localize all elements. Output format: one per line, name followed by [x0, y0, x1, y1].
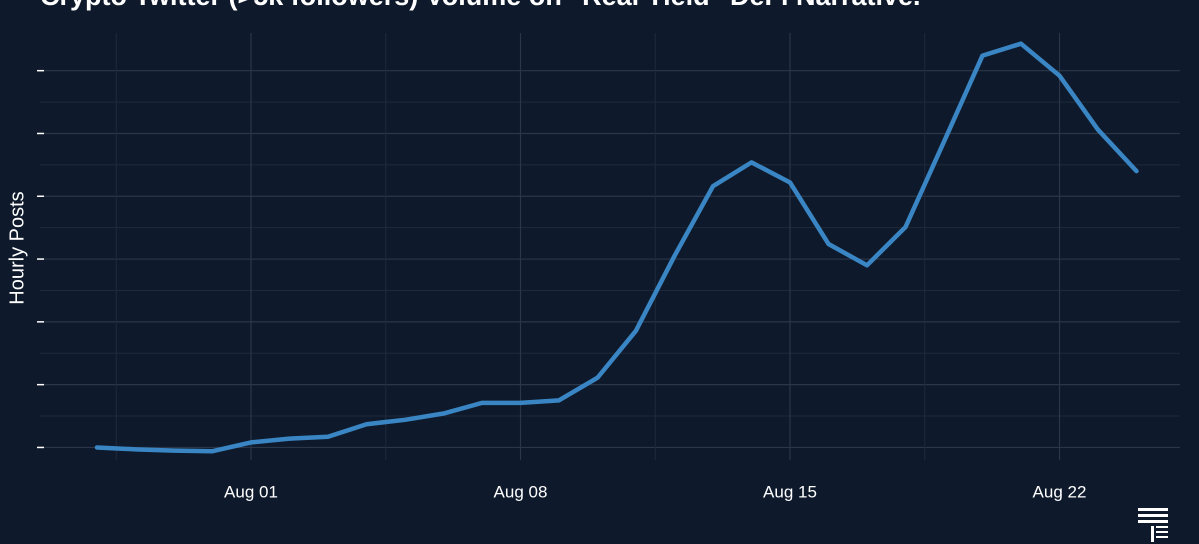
x-tick-label: Aug 22	[1033, 482, 1087, 501]
chart-title: Crypto Twitter (>5k followers) Volume on…	[40, 0, 921, 11]
logo	[1138, 508, 1168, 542]
x-tick-label: Aug 08	[494, 482, 548, 501]
x-tick-label: Aug 15	[763, 482, 817, 501]
y-axis-label: Hourly Posts	[6, 191, 28, 304]
line-series	[94, 41, 1139, 454]
x-tick-label: Aug 01	[224, 482, 278, 501]
